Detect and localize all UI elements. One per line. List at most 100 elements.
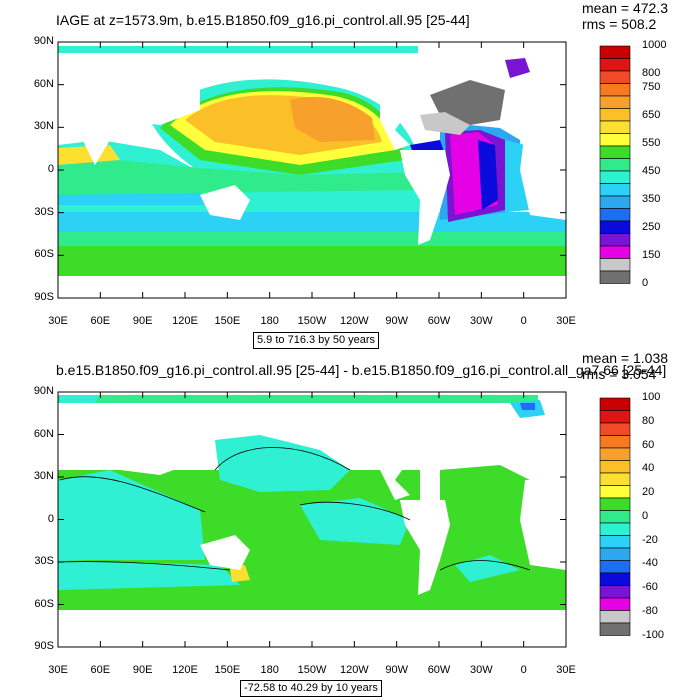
colorbar-box xyxy=(599,208,631,222)
colorbar-box xyxy=(599,245,631,259)
lat-tick-label: 0 xyxy=(47,163,54,175)
lon-tick-label: 150E xyxy=(214,664,241,676)
lon-tick-label: 30W xyxy=(470,315,493,327)
colorbar-box xyxy=(599,258,631,272)
colorbar-label: 0 xyxy=(642,276,649,289)
colorbar-label: 80 xyxy=(642,414,655,427)
panel1-title: IAGE at z=1573.9m, b.e15.B1850.f09_g16.p… xyxy=(56,12,470,28)
panel1-rms: rms = 508.2 xyxy=(582,16,657,32)
lon-tick-label: 90W xyxy=(385,315,408,327)
lon-tick-label: 0 xyxy=(520,315,527,327)
colorbar-box xyxy=(599,547,631,561)
colorbar-box xyxy=(599,472,631,486)
colorbar-label: -60 xyxy=(642,581,658,593)
lat-tick-label: 90N xyxy=(33,385,54,397)
lon-tick-label: 150E xyxy=(214,315,241,327)
colorbar-box xyxy=(599,133,631,147)
colorbar-label: 100 xyxy=(642,391,661,403)
colorbar-box xyxy=(599,120,631,134)
lat-tick-label: 0 xyxy=(47,512,54,525)
colorbar-label: -100 xyxy=(642,628,665,641)
lon-tick-label: 0 xyxy=(520,664,527,676)
colorbar-box xyxy=(599,560,631,574)
colorbar-box xyxy=(599,522,631,536)
colorbar-label: 20 xyxy=(642,486,655,498)
lat-tick-label: 30S xyxy=(34,555,54,567)
lon-tick-label: 30E xyxy=(48,315,68,327)
panel2-colorbar xyxy=(599,397,631,636)
colorbar-box xyxy=(599,622,631,636)
panel1-range-box: 5.9 to 716.3 by 50 years xyxy=(253,332,380,349)
lat-tick-label: 90S xyxy=(34,291,54,303)
colorbar-box xyxy=(599,410,631,424)
panel2-rms: rms = 3.054 xyxy=(582,366,657,382)
lat-tick-label: 60N xyxy=(33,427,54,440)
lon-tick-label: 120E xyxy=(172,315,198,327)
colorbar-box xyxy=(599,572,631,586)
lon-tick-label: 90E xyxy=(132,664,153,676)
panel1-colorbar xyxy=(599,45,631,284)
colorbar-label: -20 xyxy=(642,533,658,546)
colorbar-box xyxy=(599,145,631,159)
colorbar-label: -40 xyxy=(642,557,658,570)
lon-tick-label: 120W xyxy=(339,664,369,676)
colorbar-box xyxy=(599,233,631,247)
lat-tick-label: 60N xyxy=(33,77,54,90)
panel1-map xyxy=(58,42,566,298)
colorbar-box xyxy=(599,183,631,197)
colorbar-box xyxy=(599,83,631,97)
lon-tick-label: 90W xyxy=(385,664,408,676)
colorbar-box xyxy=(599,535,631,549)
colorbar-label: 750 xyxy=(642,80,661,93)
colorbar-label: 60 xyxy=(642,438,655,451)
lon-tick-label: 150W xyxy=(297,664,327,676)
colorbar-box xyxy=(599,220,631,234)
colorbar-box xyxy=(599,95,631,109)
lon-tick-label: 120W xyxy=(339,315,369,327)
lat-tick-label: 30N xyxy=(33,120,54,133)
colorbar-box xyxy=(599,270,631,284)
panel1-mean: mean = 472.3 xyxy=(582,0,669,16)
colorbar-box xyxy=(599,397,631,411)
colorbar-label: -80 xyxy=(642,604,658,617)
colorbar-box xyxy=(599,45,631,59)
lon-tick-label: 30E xyxy=(48,664,68,676)
lon-tick-label: 60E xyxy=(90,315,111,327)
lon-tick-label: 60E xyxy=(90,664,111,676)
lon-tick-label: 30W xyxy=(470,664,493,676)
colorbar-box xyxy=(599,447,631,461)
colorbar-box xyxy=(599,497,631,511)
lon-tick-label: 60W xyxy=(427,664,451,676)
colorbar-box xyxy=(599,585,631,599)
lat-tick-label: 30N xyxy=(33,470,54,482)
lat-tick-label: 30S xyxy=(34,205,54,218)
lon-tick-label: 180 xyxy=(260,315,279,327)
colorbar-box xyxy=(599,422,631,436)
lon-tick-label: 30E xyxy=(556,315,576,327)
colorbar-label: 800 xyxy=(642,66,661,79)
lon-tick-label: 180 xyxy=(260,664,279,676)
lon-tick-label: 30E xyxy=(556,664,576,676)
colorbar-box xyxy=(599,460,631,474)
colorbar-box xyxy=(599,485,631,499)
colorbar-label: 40 xyxy=(642,462,655,475)
lat-tick-label: 90S xyxy=(34,640,54,652)
colorbar-label: 650 xyxy=(642,108,661,121)
colorbar-label: 550 xyxy=(642,136,661,149)
lat-tick-label: 60S xyxy=(34,248,54,261)
colorbar-box xyxy=(599,170,631,184)
lon-tick-label: 90E xyxy=(132,315,153,327)
colorbar-box xyxy=(599,435,631,449)
lon-tick-label: 120E xyxy=(172,664,198,676)
lon-tick-label: 60W xyxy=(427,315,451,327)
panel1-ticks xyxy=(57,41,567,299)
lat-tick-label: 60S xyxy=(34,597,54,610)
panel2-mean: mean = 1.038 xyxy=(582,350,669,366)
lat-tick-label: 90N xyxy=(33,35,54,47)
panel2-range-box: -72.58 to 40.29 by 10 years xyxy=(240,680,382,697)
colorbar-label: 150 xyxy=(642,248,661,261)
panel2-title: b.e15.B1850.f09_g16.pi_control.all.95 [2… xyxy=(56,362,667,378)
colorbar-label: 350 xyxy=(642,192,661,205)
colorbar-box xyxy=(599,597,631,611)
